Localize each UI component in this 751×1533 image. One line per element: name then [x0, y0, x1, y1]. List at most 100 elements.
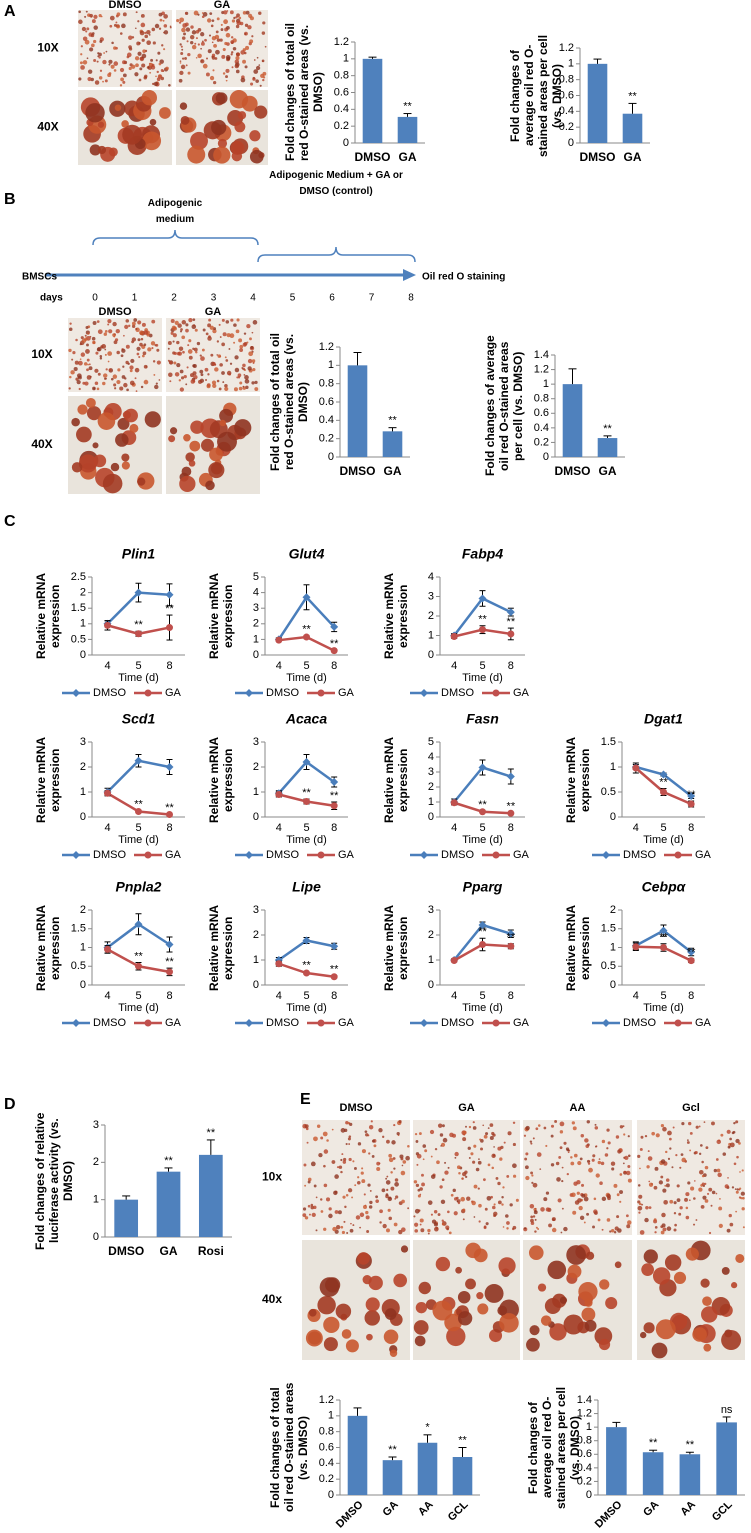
micrograph-cell [352, 1224, 355, 1227]
micrograph-cell [396, 1132, 400, 1136]
y-tick-label: 0 [328, 451, 334, 463]
micrograph-cell [104, 330, 108, 333]
micrograph-cell [653, 1218, 657, 1222]
micrograph-cell [485, 1132, 489, 1136]
micrograph-cell [320, 1210, 324, 1213]
micrograph-cell [355, 1215, 361, 1220]
micrograph-cell [393, 1222, 398, 1227]
micrograph-cell [80, 45, 83, 48]
micrograph-cell [235, 329, 240, 334]
y-tick-label: 1 [428, 954, 434, 966]
micrograph-cell [509, 1203, 513, 1207]
micrograph-cell [96, 320, 100, 323]
legend-marker [245, 689, 253, 697]
micrograph-cell [99, 40, 103, 43]
bar [156, 1171, 181, 1237]
y-tick-label: 0.6 [334, 86, 349, 98]
micrograph-cell [75, 377, 79, 381]
micrograph-cell [99, 354, 103, 358]
micrograph-cell [323, 1164, 326, 1168]
micrograph-cell [660, 1159, 666, 1164]
legend-marker [602, 1019, 610, 1027]
micrograph-cell [86, 358, 90, 362]
micrograph-cell [614, 1261, 622, 1269]
micrograph-cell [419, 1218, 424, 1223]
micrograph-cell [207, 323, 212, 328]
micrograph-cell [112, 374, 118, 379]
micrograph-cell [473, 1216, 476, 1218]
micrograph-cell [477, 1187, 480, 1190]
micrograph-cell [183, 433, 191, 442]
micrograph-cell [357, 1176, 360, 1179]
micrograph-cell [415, 1140, 419, 1143]
micrograph-cell [673, 1228, 677, 1232]
micrograph-cell [525, 1125, 530, 1131]
micrograph-cell [73, 367, 78, 372]
micrograph-cell [720, 1133, 724, 1137]
micrograph-cell [506, 1174, 510, 1178]
micrograph-cell [98, 76, 103, 80]
micrograph-cell [186, 40, 189, 43]
marker [450, 632, 458, 640]
y-tick-label: 0.5 [71, 960, 86, 972]
micrograph-cell [205, 72, 210, 77]
y-tick-label: 1 [543, 378, 549, 390]
micrograph-cell [68, 327, 73, 331]
micrograph-cell [223, 10, 228, 15]
micrograph-cell [150, 341, 156, 346]
image-column-label: AA [570, 1102, 586, 1114]
micrograph-cell [529, 1325, 540, 1336]
micrograph-cell [416, 1153, 422, 1159]
micrograph-cell [368, 1205, 373, 1209]
micrograph-cell [667, 1157, 671, 1160]
micrograph-cell [193, 10, 199, 16]
micrograph-cell [400, 1170, 406, 1176]
y-tick-label: 0.5 [601, 960, 616, 972]
panel-label: C [4, 513, 16, 530]
panel-label: E [300, 1091, 311, 1108]
micrograph-cell [254, 380, 258, 385]
micrograph-cell [578, 1205, 583, 1211]
y-tick-label: 1 [610, 941, 616, 953]
micrograph-cell [365, 1133, 369, 1137]
micrograph-cell [665, 1183, 670, 1188]
micrograph-cell [468, 1156, 471, 1159]
micrograph-cell [667, 1130, 672, 1136]
micrograph-cell [264, 45, 267, 48]
micrograph-cell [139, 330, 144, 335]
micrograph-cell [89, 144, 101, 156]
x-tick-label: 8 [508, 990, 514, 1002]
micrograph-cell [506, 1221, 510, 1225]
micrograph-cell [131, 64, 136, 69]
significance: ** [686, 1439, 695, 1451]
micrograph-cell [152, 360, 156, 363]
micrograph-cell [627, 1135, 630, 1138]
micrograph-cell [444, 1170, 449, 1175]
micrograph-cell [405, 1155, 410, 1161]
micrograph-cell [512, 1163, 517, 1169]
micrograph-cell [156, 360, 161, 365]
micrograph-cell [704, 1182, 707, 1185]
micrograph-cell [594, 1126, 599, 1130]
micrograph-cell [392, 1157, 396, 1160]
x-axis-title: Time (d) [462, 1002, 503, 1014]
x-tick-label: 4 [104, 660, 110, 672]
micrograph-cell [647, 1156, 653, 1161]
micrograph-cell [114, 387, 117, 390]
micrograph-cell [545, 1144, 548, 1148]
micrograph-cell [158, 27, 162, 30]
micrograph-cell [688, 1199, 691, 1201]
micrograph-cell [93, 59, 97, 63]
timeline-day: 1 [132, 293, 138, 304]
micrograph-cell [651, 1342, 668, 1359]
micrograph-cell [625, 1214, 629, 1218]
y-tick-label: 2 [253, 929, 259, 941]
micrograph-cell [733, 1162, 737, 1166]
legend-marker [144, 1019, 152, 1027]
y-tick-label: 2 [253, 618, 259, 630]
micrograph-cell [413, 1320, 429, 1335]
micrograph-cell [477, 1303, 489, 1315]
marker [104, 621, 111, 629]
y-tick-label: 2 [80, 761, 86, 773]
micrograph-cell [529, 1140, 533, 1143]
